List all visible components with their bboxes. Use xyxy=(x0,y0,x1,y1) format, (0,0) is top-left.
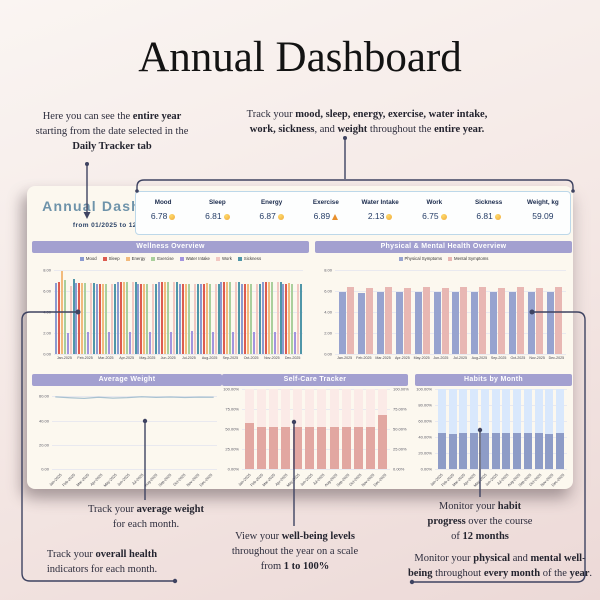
stat-item: Mood 6.78 xyxy=(136,192,190,234)
annotation-physical-mental: Monitor your physical and mental well-be… xyxy=(407,553,593,579)
stat-item: Water Intake 2.13 xyxy=(361,199,399,221)
smiley-icon xyxy=(223,214,230,220)
chart-xlabels: Jan-2025 Feb-2025 Mar-2025 Apr-2025 May-2025… xyxy=(429,473,565,488)
chart-title-wellness: Wellness Overview xyxy=(32,241,309,253)
chart-plot: 8.00 6.00 4.00 2.00 0.00 xyxy=(324,268,566,357)
chart-self-care-tracker: Self-Care Tracker 100.00% 100.00% 75.00% 75… xyxy=(222,374,409,488)
chart-legend: Mood Sleep Energy Exercise Water Intake Work S… xyxy=(32,256,309,261)
stat-item: Energy 6.87 xyxy=(259,199,284,221)
chart-habits-by-month: Habits by Month 100.00% 80.00% 60.00% 40.00… xyxy=(415,374,572,488)
chart-wellness-overview: Wellness Overview Mood Sleep Energy Exercis… xyxy=(32,241,309,371)
chart-physical-mental-overview: Physical & Mental Health Overview Physic… xyxy=(315,241,572,371)
chart-xlabels: Jan-2025 Feb-2025 Mar-2025 Apr-2025 May-2025… xyxy=(56,356,301,360)
annotation-overall-health: Track your overall health indicators for … xyxy=(46,549,158,575)
stat-item: Exercise 6.89 xyxy=(312,199,339,221)
smiley-icon xyxy=(494,214,501,220)
page-title: Annual Dashboard xyxy=(138,34,462,81)
dashboard-date-range: from 01/2025 to 12/2025 xyxy=(72,222,156,229)
chart-xlabels: Jan-2025 Feb-2025 Mar-2025 Apr-2025 May-2025… xyxy=(337,356,565,360)
dashboard-panel: Annual Dashboard from 01/2025 to 12/2025… xyxy=(27,186,573,489)
chart-plot: 60.00 40.00 20.00 0.00 xyxy=(39,389,217,472)
chart-title-selfcare: Self-Care Tracker xyxy=(222,374,408,386)
chart-plot: 100.00% 100.00% 75.00% 75.00% 50.00% 50.00% 25… xyxy=(223,386,409,472)
chart-xlabels: Jan-2025 Feb-2025 Mar-2025 Apr-2025 May-2025… xyxy=(48,473,214,488)
chart-average-weight: Average Weight 60.00 40.00 20.00 0.00 Jan-2… xyxy=(32,374,222,488)
chart-xlabels: Jan-2025 Feb-2025 Mar-2025 Apr-2025 May-2025… xyxy=(237,473,388,488)
chart-legend: Physical Symptoms Mental Symptoms xyxy=(315,256,572,261)
smiley-icon xyxy=(386,214,393,220)
smiley-icon xyxy=(440,214,447,220)
smiley-icon xyxy=(277,214,284,220)
annotation-habit-progress: Monitor your habit progress over the cour… xyxy=(427,501,533,542)
chart-plot: 100.00% 80.00% 60.00% 40.00% 20.00% 0.00% xyxy=(416,387,567,472)
smiley-icon xyxy=(169,214,176,220)
chart-plot: 8.00 6.00 4.00 2.00 0.00 xyxy=(43,268,303,357)
stat-item: Sickness 6.81 xyxy=(474,199,503,221)
stat-item: Work 6.75 xyxy=(407,192,461,234)
chart-title-physmental: Physical & Mental Health Overview xyxy=(315,241,572,253)
annotation-average-weight: Track your average weight for each month. xyxy=(88,504,204,530)
stat-item: Weight, kg 59.09 xyxy=(527,199,559,221)
annotation-entire-year: Here you can see the entire year starting… xyxy=(35,111,189,152)
annotation-wellbeing-levels: View your well-being levels throughout th… xyxy=(231,531,359,572)
trophy-icon xyxy=(332,214,339,220)
chart-title-avgweight: Average Weight xyxy=(32,374,222,386)
chart-title-habits: Habits by Month xyxy=(415,374,572,386)
annotation-track-metrics: Track your mood, sleep, energy, exercise… xyxy=(246,109,488,135)
stats-box: Mood 6.78 Sleep 6.81 Energy 6.87 Exercise 6.89 W… xyxy=(135,191,571,235)
stat-item: Sleep 6.81 xyxy=(190,192,244,234)
